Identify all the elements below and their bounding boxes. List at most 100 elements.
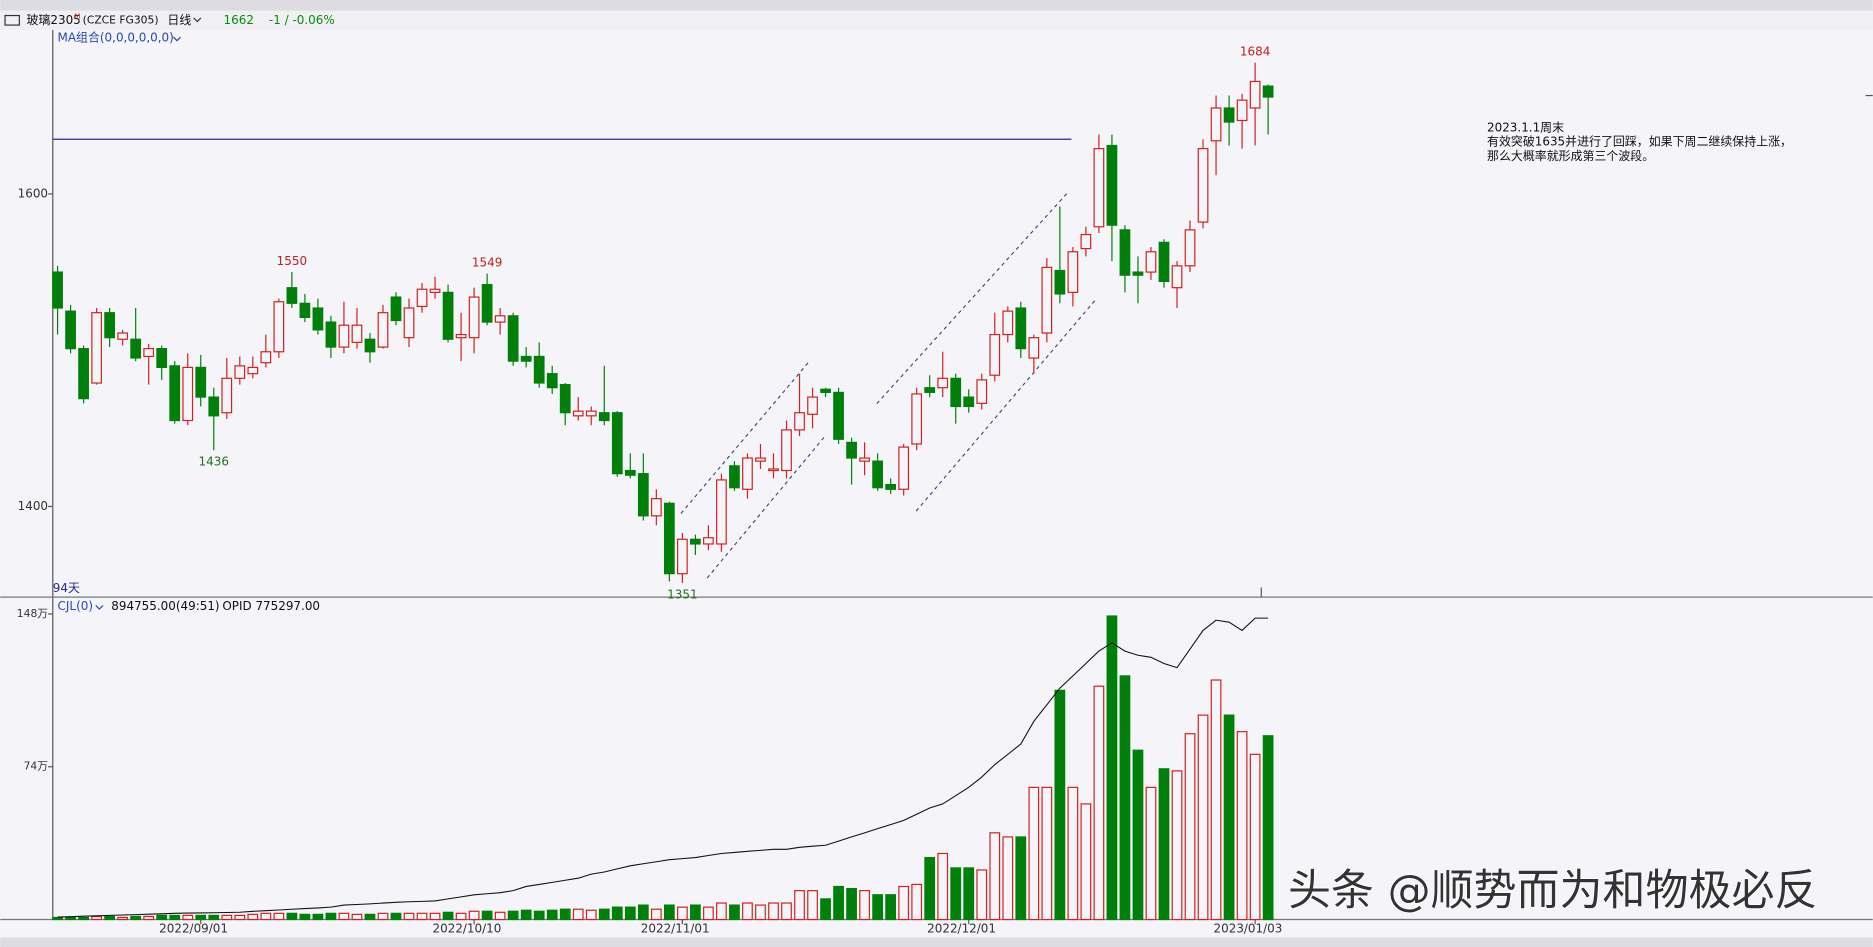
- volume-bar: [755, 904, 766, 921]
- toolbar[interactable]: [0, 0, 1873, 11]
- dropdown-arrow: [172, 36, 181, 42]
- volume-bar: [572, 908, 584, 921]
- volume-bar: [742, 902, 753, 921]
- volume-bar: [91, 915, 102, 921]
- volume-bar: [729, 904, 740, 921]
- candle-body: [598, 412, 610, 422]
- volume-bar: [1236, 731, 1248, 921]
- candle-body: [898, 446, 910, 490]
- y-tick-label: 74万: [24, 760, 49, 773]
- candle-body: [1002, 310, 1014, 336]
- candle-body: [234, 365, 246, 379]
- volume-bar: [1210, 679, 1222, 921]
- indicator-selector[interactable]: CJL(0): [58, 599, 93, 613]
- volume-bar: [950, 867, 962, 921]
- volume-bar: [650, 908, 662, 921]
- candle-body: [208, 396, 220, 417]
- volume-bar: [1171, 770, 1183, 921]
- candle-body: [663, 502, 675, 575]
- note-line: 2023.1.1周末: [1487, 120, 1564, 134]
- opid-readout: OPID 775297.00: [222, 599, 320, 613]
- candle-body: [1093, 148, 1105, 228]
- volume-bar: [507, 910, 519, 921]
- volume-bar: [351, 913, 363, 921]
- last-price: 1662: [224, 13, 254, 27]
- x-tick-label: 2022/10/10: [433, 922, 502, 936]
- volume-bar: [1249, 753, 1261, 921]
- candle-body: [338, 324, 350, 348]
- candle-body: [963, 396, 975, 408]
- volume-bar: [820, 898, 831, 921]
- candle-body: [78, 348, 89, 400]
- volume-bar: [1197, 714, 1209, 921]
- dropdown-arrow: [193, 17, 202, 23]
- volume-bar: [312, 913, 324, 921]
- ma-selector[interactable]: MA组合(0,0,0,0,0,0): [58, 30, 174, 45]
- candle-body: [820, 388, 831, 393]
- volume-bar: [442, 911, 454, 921]
- period-count: 94天: [53, 581, 80, 595]
- candle-body: [1145, 251, 1157, 273]
- channel-line: [876, 190, 1070, 404]
- volume-bar: [325, 912, 337, 921]
- volume-bar: [65, 916, 76, 921]
- volume-bar: [637, 904, 649, 921]
- volume-bar: [690, 904, 701, 921]
- candle-body: [624, 469, 636, 476]
- volume-bar: [208, 914, 220, 921]
- volume-bar: [403, 912, 415, 921]
- candle-body: [455, 333, 467, 339]
- volume-bar: [416, 912, 428, 921]
- volume-bar: [963, 867, 975, 921]
- menu-icon[interactable]: [4, 14, 20, 26]
- candle-body: [846, 441, 857, 459]
- candle-body: [533, 355, 545, 384]
- volume-bar: [611, 906, 623, 921]
- symbol-name[interactable]: 玻璃2305: [27, 13, 81, 27]
- volume-bar: [794, 890, 805, 921]
- candle-body: [325, 321, 337, 348]
- channel-line: [915, 298, 1097, 512]
- candle-body: [559, 383, 571, 414]
- volume-bar: [247, 913, 259, 921]
- candle-body: [520, 355, 532, 362]
- candle-body: [481, 283, 493, 323]
- volume-bar: [546, 909, 558, 921]
- candle-body: [468, 296, 480, 339]
- volume-bar: [338, 912, 350, 921]
- volume-bar: [1093, 685, 1105, 921]
- dropdown-arrow: [95, 605, 104, 610]
- volume-bar: [520, 909, 532, 921]
- volume-bar: [117, 916, 129, 921]
- symbol-flag: M: [74, 12, 80, 21]
- candle-body: [312, 307, 324, 331]
- volume-bar: [260, 912, 272, 921]
- candle-body: [911, 393, 923, 445]
- volume-bar: [455, 912, 467, 921]
- watermark: 头条 @顺势而为和物极必反: [1288, 866, 1817, 916]
- candle-body: [703, 537, 714, 545]
- candle-body: [1119, 229, 1131, 276]
- volume-bar: [846, 887, 857, 921]
- candle-body: [273, 301, 285, 353]
- header-bar: [0, 10, 1873, 30]
- candle-body: [416, 288, 428, 308]
- opid-line: [57, 617, 1269, 918]
- x-tick-label: 2022/11/01: [641, 922, 710, 936]
- candle-body: [1236, 99, 1248, 122]
- candle-body: [585, 410, 597, 417]
- volume-bar: [182, 914, 194, 921]
- candle-body: [1171, 265, 1183, 289]
- price-change: -1 / -0.06%: [269, 13, 335, 27]
- candle-body: [156, 348, 168, 368]
- period-selector[interactable]: 日线: [167, 13, 191, 27]
- volume-bar: [911, 883, 923, 921]
- candle-body: [65, 310, 76, 350]
- volume-bar: [481, 910, 493, 921]
- candle-body: [1080, 233, 1092, 250]
- volume-bar: [1106, 615, 1118, 921]
- candle-body: [781, 429, 792, 472]
- volume-bar: [234, 914, 246, 921]
- volume-bar: [156, 914, 168, 921]
